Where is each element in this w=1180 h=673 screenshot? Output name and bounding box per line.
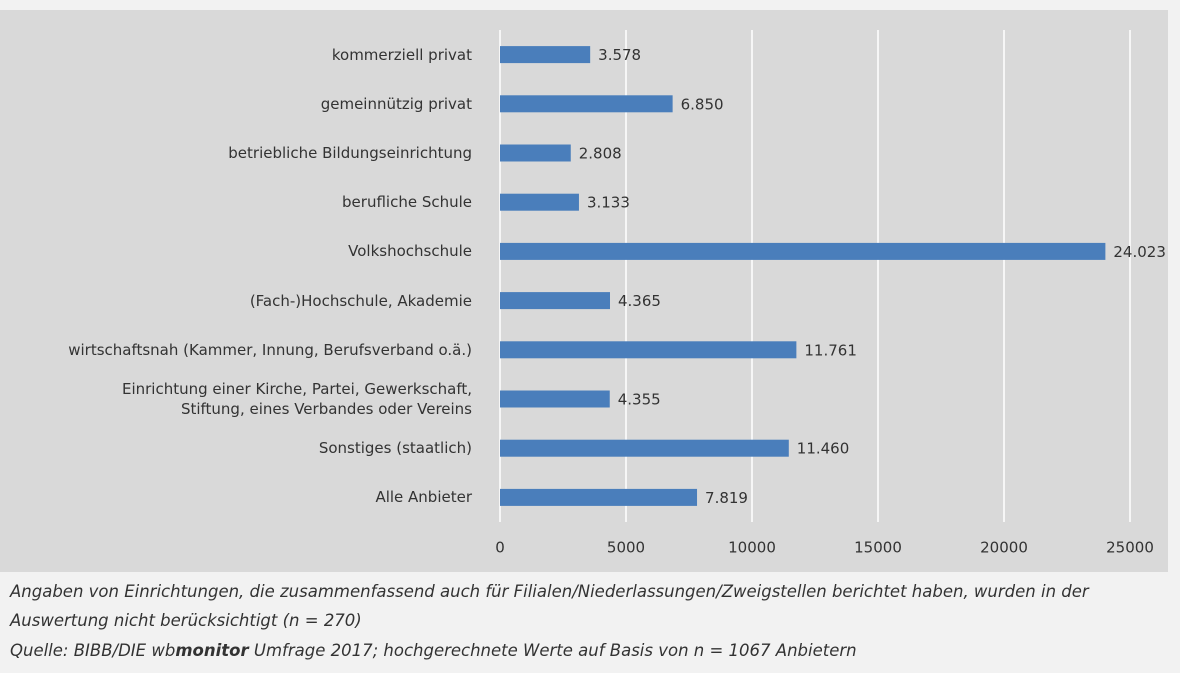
bar <box>500 95 673 113</box>
y-tick-label: Einrichtung einer Kirche, Partei, Gewerk… <box>121 380 472 418</box>
source-bold: monitor <box>175 641 249 660</box>
source-suffix: Umfrage 2017; hochgerechnete Werte auf B… <box>248 641 857 660</box>
y-tick-label: wirtschaftsnah (Kammer, Innung, Berufsve… <box>68 340 472 359</box>
y-tick-label: betriebliche Bildungseinrichtung <box>228 144 472 162</box>
bar <box>500 390 610 408</box>
x-tick-label: 25000 <box>1106 539 1154 557</box>
x-tick-label: 20000 <box>980 539 1028 557</box>
bar <box>500 242 1106 260</box>
bar <box>500 292 610 310</box>
value-label: 3.133 <box>587 194 630 212</box>
y-tick-label: Volkshochschule <box>348 242 472 261</box>
value-label: 2.808 <box>579 145 622 163</box>
y-tick-label: berufliche Schule <box>342 193 472 212</box>
x-tick-label: 10000 <box>728 539 776 557</box>
source-prefix: Quelle: BIBB/DIE wb <box>10 641 176 660</box>
value-label: 24.023 <box>1113 243 1166 261</box>
bar <box>500 144 571 162</box>
x-tick-label: 5000 <box>607 539 645 557</box>
chart: 0 5000 10000 15000 20000 25000 3.578 6.850 2.808… <box>0 10 1168 572</box>
value-label: 11.460 <box>797 440 850 458</box>
source: Quelle: BIBB/DIE wbmonitor Umfrage 2017;… <box>10 636 1160 665</box>
y-tick-label: Sonstiges (staatlich) <box>318 439 472 458</box>
x-tick-label: 0 <box>495 539 505 557</box>
plot: 0 5000 10000 15000 20000 25000 3.578 6.850 2.808… <box>495 30 1166 557</box>
value-label: 7.819 <box>705 489 748 507</box>
x-tick-label: 15000 <box>854 539 902 557</box>
y-tick-label: Alle Anbieter <box>375 488 472 507</box>
bar <box>500 46 591 64</box>
value-label: 4.355 <box>618 391 661 409</box>
bar <box>500 439 789 457</box>
bar <box>500 341 797 359</box>
y-tick-label: kommerziell privat <box>331 45 472 64</box>
value-label: 6.850 <box>681 95 724 113</box>
value-label: 11.761 <box>804 341 857 359</box>
value-label: 4.365 <box>618 292 661 310</box>
y-tick-label: gemeinnützig privat <box>320 94 472 113</box>
bar <box>500 488 698 506</box>
y-tick-label: (Fach-)Hochschule, Akademie <box>249 291 472 310</box>
value-label: 3.578 <box>598 46 641 64</box>
bar <box>500 193 579 211</box>
footnote: Angaben von Einrichtungen, die zusammenf… <box>10 582 1089 630</box>
